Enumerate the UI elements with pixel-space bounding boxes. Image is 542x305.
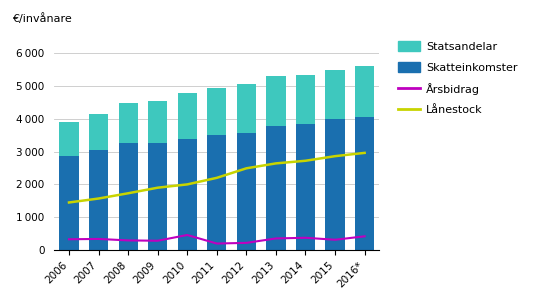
Bar (266, 126, 286, 250)
Bar (148, 143, 167, 250)
Bar (296, 75, 315, 124)
Bar (119, 103, 138, 143)
Bar (237, 84, 256, 133)
Bar (178, 93, 197, 139)
Bar (89, 114, 108, 150)
Bar (60, 156, 79, 250)
Bar (207, 88, 227, 135)
Bar (266, 76, 286, 126)
Bar (237, 133, 256, 250)
Bar (178, 139, 197, 250)
Bar (325, 119, 345, 250)
Bar (207, 135, 227, 250)
Bar (355, 117, 374, 250)
Bar (119, 143, 138, 250)
Bar (89, 150, 108, 250)
Bar (148, 101, 167, 143)
Text: €/invånare: €/invånare (12, 13, 72, 24)
Bar (60, 122, 79, 156)
Bar (355, 66, 374, 117)
Bar (325, 70, 345, 119)
Legend: Statsandelar, Skatteinkomster, Årsbidrag, Lånestock: Statsandelar, Skatteinkomster, Årsbidrag… (395, 38, 521, 119)
Bar (296, 124, 315, 250)
